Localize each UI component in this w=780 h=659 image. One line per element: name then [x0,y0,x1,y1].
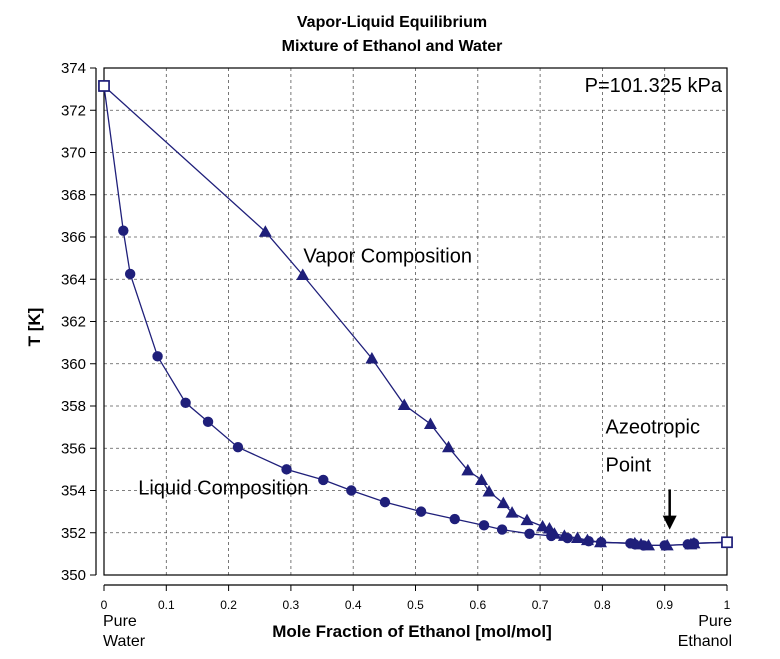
annotations: Pure Water Pure Ethanol Vapor Composition Liq… [103,245,732,650]
vapor-point [496,496,510,509]
liquid-point [318,474,329,486]
endpoint-marker [98,80,110,92]
x-tick-label: 0.7 [532,598,549,612]
liquid-point [379,496,391,508]
vapor-point [423,417,437,429]
liquid-point [118,225,129,236]
y-tick-label: 372 [61,102,86,119]
liquid-point [629,539,640,550]
pure-water-label: Pure [103,613,137,630]
vapor-point [258,225,272,237]
liquid-point [281,464,292,475]
x-tick-label: 0.3 [283,598,300,612]
axes: 0 0.1 0.2 0.3 0.4 0.5 0.6 0.7 0.8 0.9 1 350 352 354 35… [61,60,731,612]
x-tick-label: 0.8 [594,598,611,612]
vapor-point [442,440,456,453]
x-tick-label: 0.9 [656,598,673,612]
x-tick-label: 0.5 [407,598,424,612]
liquid-point [638,540,649,551]
grid-lines [104,68,727,575]
vapor-point [475,473,489,485]
y-tick-label: 362 [61,314,86,331]
x-tick-label: 0.4 [345,598,362,612]
azeotrope-arrow-head [662,515,677,530]
annotation-label: Vapor Composition [303,245,472,267]
y-tick-label: 356 [61,440,86,457]
liquid-point [415,506,427,517]
endpoint-marker [721,536,733,549]
pressure-label: P=101.325 kPa [585,75,723,97]
chart-subtitle: Mixture of Ethanol and Water [282,38,503,55]
y-tick-label: 364 [61,271,86,288]
vapor-point [296,268,310,281]
liquid-point [524,528,535,540]
annotation-label: Liquid Composition [138,478,308,500]
y-tick-label: 370 [61,145,86,162]
liquid-point [180,397,191,409]
vapor-point [365,351,379,364]
liquid-point [562,532,573,544]
x-tick-label: 0.2 [220,598,237,612]
liquid-point [583,536,594,547]
x-tick-label: 0.6 [469,598,486,612]
liquid-point [346,485,357,496]
liquid-point [478,520,490,531]
y-tick-label: 368 [61,187,86,204]
chart-title: Vapor-Liquid Equilibrium [297,14,487,31]
y-tick-label: 350 [61,567,86,584]
x-tick-label: 0.1 [158,598,175,612]
y-axis-label: T [K] [25,308,44,347]
vapor-point [461,463,475,476]
liquid-point [659,540,670,551]
liquid-point [124,268,136,280]
vapor-point [482,485,496,497]
liquid-point [595,537,607,548]
x-axis-label: Mole Fraction of Ethanol [mol/mol] [272,622,552,641]
y-tick-label: 358 [61,398,86,415]
vapor-point [520,513,534,526]
liquid-point [449,513,460,525]
y-tick-label: 374 [61,60,86,77]
y-tick-label: 366 [61,229,86,246]
data-series [98,80,733,551]
pure-ethanol-label: Ethanol [678,633,732,650]
vapor-point [397,398,411,410]
pure-water-label: Water [103,633,146,650]
vapor-point [505,506,519,518]
liquid-point [688,538,700,549]
pure-ethanol-label: Pure [698,613,732,630]
liquid-point [496,524,508,535]
liquid-point [152,351,163,362]
annotation-label: Azeotropic [606,416,701,438]
x-tick-label: 1 [724,598,731,612]
annotation-label: Point [606,454,652,476]
y-tick-label: 360 [61,356,86,373]
liquid-point [232,441,244,453]
x-tick-label: 0 [101,598,108,612]
liquid-point [202,416,214,428]
plot-frame [103,67,728,576]
y-tick-label: 352 [61,525,86,542]
y-tick-label: 354 [61,483,86,500]
liquid-point [546,530,557,542]
